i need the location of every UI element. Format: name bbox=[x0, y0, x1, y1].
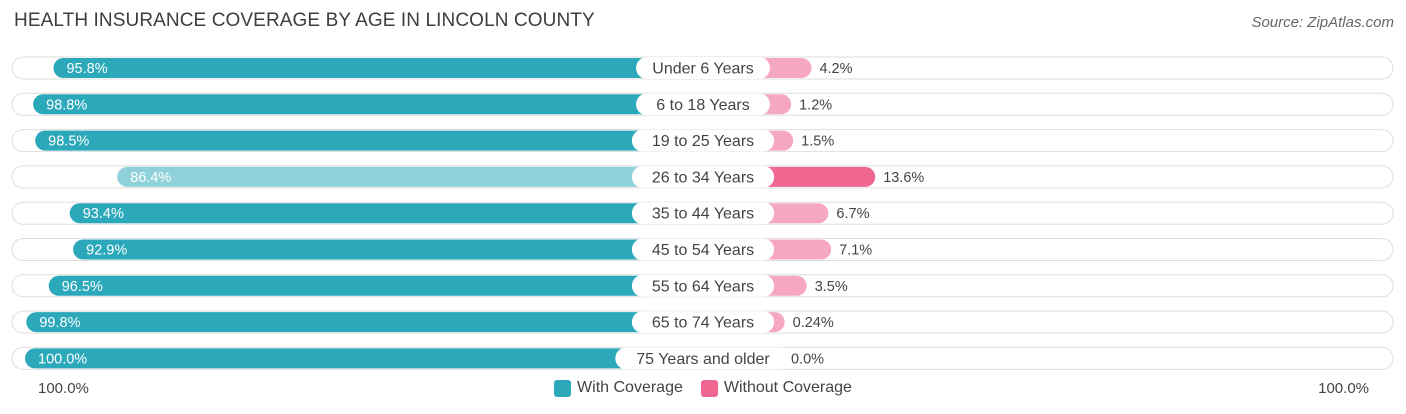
bar-row: 95.8% Under 6 Years 4.2% bbox=[11, 56, 1394, 80]
axis-right-label: 100.0% bbox=[1318, 380, 1369, 397]
bar-row: 93.4% 35 to 44 Years 6.7% bbox=[11, 201, 1394, 225]
category-label: 6 to 18 Years bbox=[656, 97, 749, 114]
category-pill bbox=[631, 202, 775, 225]
bar-row: 92.9% 45 to 54 Years 7.1% bbox=[11, 238, 1394, 261]
category-pill bbox=[631, 129, 775, 152]
category-pill bbox=[631, 311, 775, 334]
label-without-coverage: 4.2% bbox=[819, 61, 852, 77]
bar-row: 100.0% 75 Years and older 0.0% bbox=[11, 346, 1394, 370]
label-without-coverage: 0.0% bbox=[791, 351, 824, 367]
label-with-coverage: 99.8% bbox=[39, 315, 80, 331]
bar-with-coverage bbox=[53, 58, 703, 78]
category-pill bbox=[615, 347, 791, 370]
legend-swatch-with-coverage bbox=[554, 379, 572, 397]
legend-item-without-coverage: Without Coverage bbox=[700, 379, 852, 397]
label-without-coverage: 1.5% bbox=[801, 134, 834, 150]
label-without-coverage: 0.24% bbox=[793, 315, 834, 331]
label-with-coverage: 92.9% bbox=[86, 243, 127, 259]
label-without-coverage: 13.6% bbox=[883, 170, 924, 186]
category-pill bbox=[631, 165, 775, 188]
legend-item-with-coverage: With Coverage bbox=[554, 379, 683, 397]
legend-label-without-coverage: Without Coverage bbox=[723, 379, 852, 396]
category-pill bbox=[636, 93, 770, 116]
label-with-coverage: 95.8% bbox=[66, 61, 107, 77]
bar-row: 96.5% 55 to 64 Years 3.5% bbox=[11, 274, 1394, 298]
label-without-coverage: 1.2% bbox=[799, 97, 832, 113]
category-label: 75 Years and older bbox=[636, 351, 770, 368]
category-label: 45 to 54 Years bbox=[652, 242, 754, 259]
category-label: 19 to 25 Years bbox=[652, 133, 754, 150]
label-with-coverage: 98.8% bbox=[46, 97, 87, 113]
label-without-coverage: 3.5% bbox=[815, 279, 848, 295]
category-label: 35 to 44 Years bbox=[652, 206, 754, 223]
category-label: Under 6 Years bbox=[652, 61, 753, 78]
bar-with-coverage bbox=[35, 130, 704, 151]
category-label: 26 to 34 Years bbox=[652, 169, 754, 186]
source-label: Source: ZipAtlas.com bbox=[1251, 14, 1394, 31]
label-with-coverage: 96.5% bbox=[62, 279, 103, 295]
bar-with-coverage bbox=[73, 239, 703, 260]
label-with-coverage: 93.4% bbox=[83, 206, 124, 222]
bar-with-coverage bbox=[48, 275, 704, 296]
bar-row: 98.8% 6 to 18 Years 1.2% bbox=[11, 92, 1394, 116]
bar-with-coverage bbox=[117, 166, 703, 187]
label-with-coverage: 100.0% bbox=[38, 351, 87, 367]
category-label: 55 to 64 Years bbox=[652, 278, 754, 295]
bar-with-coverage bbox=[69, 203, 704, 224]
axis-left-label: 100.0% bbox=[38, 380, 89, 397]
bar-with-coverage bbox=[33, 94, 704, 115]
label-without-coverage: 7.1% bbox=[839, 243, 872, 259]
label-without-coverage: 6.7% bbox=[836, 206, 869, 222]
bar-row: 98.5% 19 to 25 Years 1.5% bbox=[11, 129, 1394, 153]
label-with-coverage: 86.4% bbox=[130, 170, 171, 186]
label-with-coverage: 98.5% bbox=[48, 134, 89, 150]
category-pill bbox=[631, 238, 775, 261]
bar-row: 86.4% 26 to 34 Years 13.6% bbox=[11, 165, 1394, 189]
bar-with-coverage bbox=[26, 312, 703, 333]
legend: With Coverage Without Coverage bbox=[0, 379, 1406, 397]
chart-title: HEALTH INSURANCE COVERAGE BY AGE IN LINC… bbox=[14, 10, 595, 31]
category-pill bbox=[631, 274, 775, 297]
legend-swatch-without-coverage bbox=[700, 379, 718, 397]
bar-with-coverage bbox=[25, 348, 703, 369]
category-pill bbox=[636, 57, 770, 79]
legend-label-with-coverage: With Coverage bbox=[577, 379, 683, 396]
category-label: 65 to 74 Years bbox=[652, 315, 754, 332]
bar-row: 99.8% 65 to 74 Years 0.24% bbox=[11, 310, 1394, 334]
